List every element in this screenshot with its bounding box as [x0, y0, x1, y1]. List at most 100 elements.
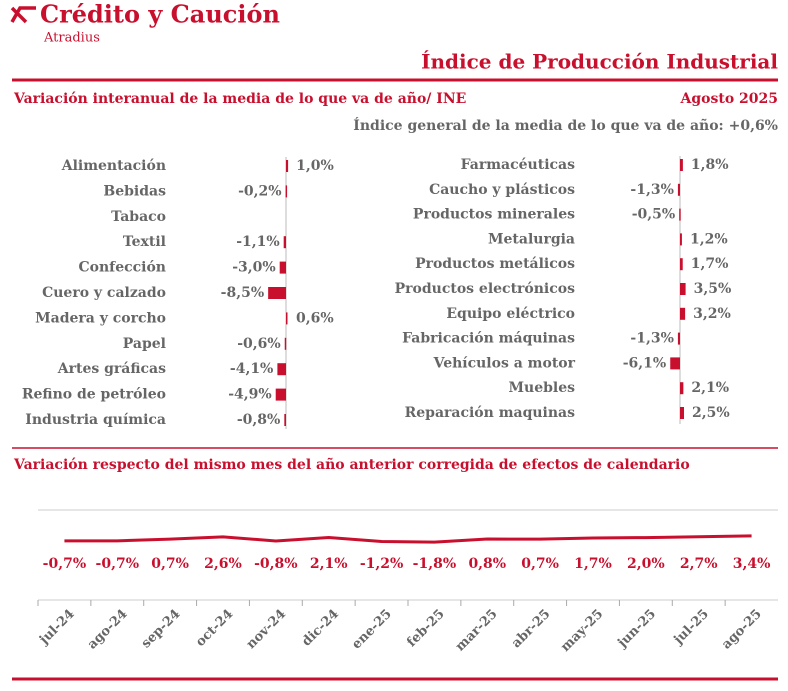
category-label: Madera y corcho — [35, 310, 166, 326]
general-index: Índice general de la media de lo que va … — [353, 116, 778, 134]
x-tick-label: jun-25 — [615, 607, 660, 652]
category-label: Artes gráficas — [57, 361, 166, 377]
category-label: Confección — [79, 260, 166, 276]
category-label: Productos metálicos — [415, 256, 575, 272]
value-label: -8,5% — [221, 285, 264, 301]
value-label: -6,1% — [623, 355, 666, 371]
value-label: -0,7% — [96, 556, 139, 572]
category-label: Farmacéuticas — [461, 157, 575, 173]
x-tick-label: dic-24 — [299, 607, 342, 650]
value-label: 3,5% — [694, 281, 732, 297]
category-label: Caucho y plásticos — [429, 182, 575, 198]
bar — [677, 332, 680, 345]
bar — [275, 388, 286, 401]
page-title: Índice de Producción Industrial — [421, 50, 778, 74]
value-label: 0,7% — [151, 556, 189, 572]
x-tick-label: oct-24 — [193, 607, 236, 650]
value-label: 1,2% — [690, 231, 728, 247]
category-label: Fabricación máquinas — [402, 331, 575, 347]
category-label: Productos electrónicos — [395, 281, 575, 297]
value-label: -3,0% — [232, 260, 275, 276]
value-label: 1,7% — [691, 256, 729, 272]
bar — [279, 261, 286, 274]
bar — [680, 283, 686, 295]
value-label: -1,3% — [630, 331, 673, 347]
value-label: -0,5% — [632, 207, 675, 223]
bar — [680, 258, 683, 271]
value-label: 0,8% — [468, 556, 506, 572]
x-tick-label: ene-25 — [349, 607, 395, 653]
value-label: 3,4% — [733, 556, 771, 572]
category-label: Refino de petróleo — [22, 387, 166, 403]
bar — [680, 307, 686, 320]
category-label: Papel — [123, 336, 166, 352]
bar — [283, 236, 286, 249]
bar — [284, 414, 286, 426]
value-label: -0,2% — [238, 183, 281, 199]
value-label: 2,0% — [627, 556, 665, 572]
x-tick-label: may-25 — [558, 607, 606, 655]
x-tick-label: feb-25 — [404, 607, 447, 650]
bar — [677, 183, 680, 196]
category-label: Metalurgia — [488, 231, 575, 247]
value-label: 1,8% — [691, 157, 729, 173]
value-label: -1,2% — [360, 556, 403, 572]
bar — [670, 357, 680, 370]
x-tick-label: sep-24 — [139, 607, 184, 652]
chart-title: Variación respecto del mismo mes del año… — [13, 456, 690, 473]
value-label: -0,8% — [254, 556, 297, 572]
bar — [284, 337, 287, 350]
bar — [268, 287, 286, 299]
category-label: Vehículos a motor — [433, 355, 576, 371]
bar — [680, 382, 684, 395]
category-label: Alimentación — [61, 158, 166, 174]
bar — [277, 363, 286, 376]
x-tick-label: mar-25 — [453, 607, 501, 655]
category-label: Bebidas — [103, 183, 166, 199]
category-label: Equipo eléctrico — [446, 306, 575, 322]
brand-sub: Atradius — [43, 31, 100, 46]
brand: Crédito y Caución — [40, 0, 280, 29]
value-label: 2,1% — [310, 556, 348, 572]
bar — [680, 233, 682, 246]
value-label: -0,7% — [43, 556, 86, 572]
value-label: -4,9% — [228, 387, 271, 403]
value-label: 2,7% — [680, 556, 718, 572]
value-label: 0,6% — [296, 310, 334, 326]
x-tick-label: abr-25 — [509, 607, 553, 651]
value-label: -0,8% — [237, 412, 280, 428]
subtitle: Variación interanual de la media de lo q… — [13, 90, 466, 107]
x-tick-label: nov-24 — [244, 607, 289, 652]
bar — [680, 159, 683, 171]
value-label: -1,8% — [413, 556, 456, 572]
value-label: -4,1% — [230, 361, 273, 377]
value-label: 3,2% — [693, 306, 731, 322]
logo-icon — [10, 6, 36, 24]
category-label: Productos minerales — [413, 207, 575, 223]
category-label: Muebles — [509, 380, 576, 396]
value-label: 2,1% — [691, 380, 729, 396]
x-tick-label: jul-25 — [671, 607, 712, 648]
bar — [286, 160, 289, 172]
category-label: Reparación maquinas — [405, 405, 576, 421]
bar — [286, 312, 288, 325]
line — [64, 534, 752, 544]
value-label: 1,7% — [574, 556, 612, 572]
category-label: Tabaco — [111, 209, 166, 225]
bar — [680, 407, 684, 419]
x-tick-label: jul-24 — [36, 607, 77, 648]
x-tick-label: ago-24 — [85, 607, 131, 653]
value-label: -0,6% — [237, 336, 280, 352]
value-label: -1,1% — [236, 234, 279, 250]
value-label: 1,0% — [296, 158, 334, 174]
category-label: Cuero y calzado — [42, 285, 166, 301]
bar — [285, 185, 288, 198]
x-tick-label: ago-25 — [719, 607, 765, 653]
value-label: 2,5% — [692, 405, 730, 421]
period: Agosto 2025 — [679, 91, 778, 107]
value-label: 2,6% — [204, 556, 242, 572]
value-label: 0,7% — [521, 556, 559, 572]
value-label: -1,3% — [630, 182, 673, 198]
bar — [679, 208, 681, 221]
